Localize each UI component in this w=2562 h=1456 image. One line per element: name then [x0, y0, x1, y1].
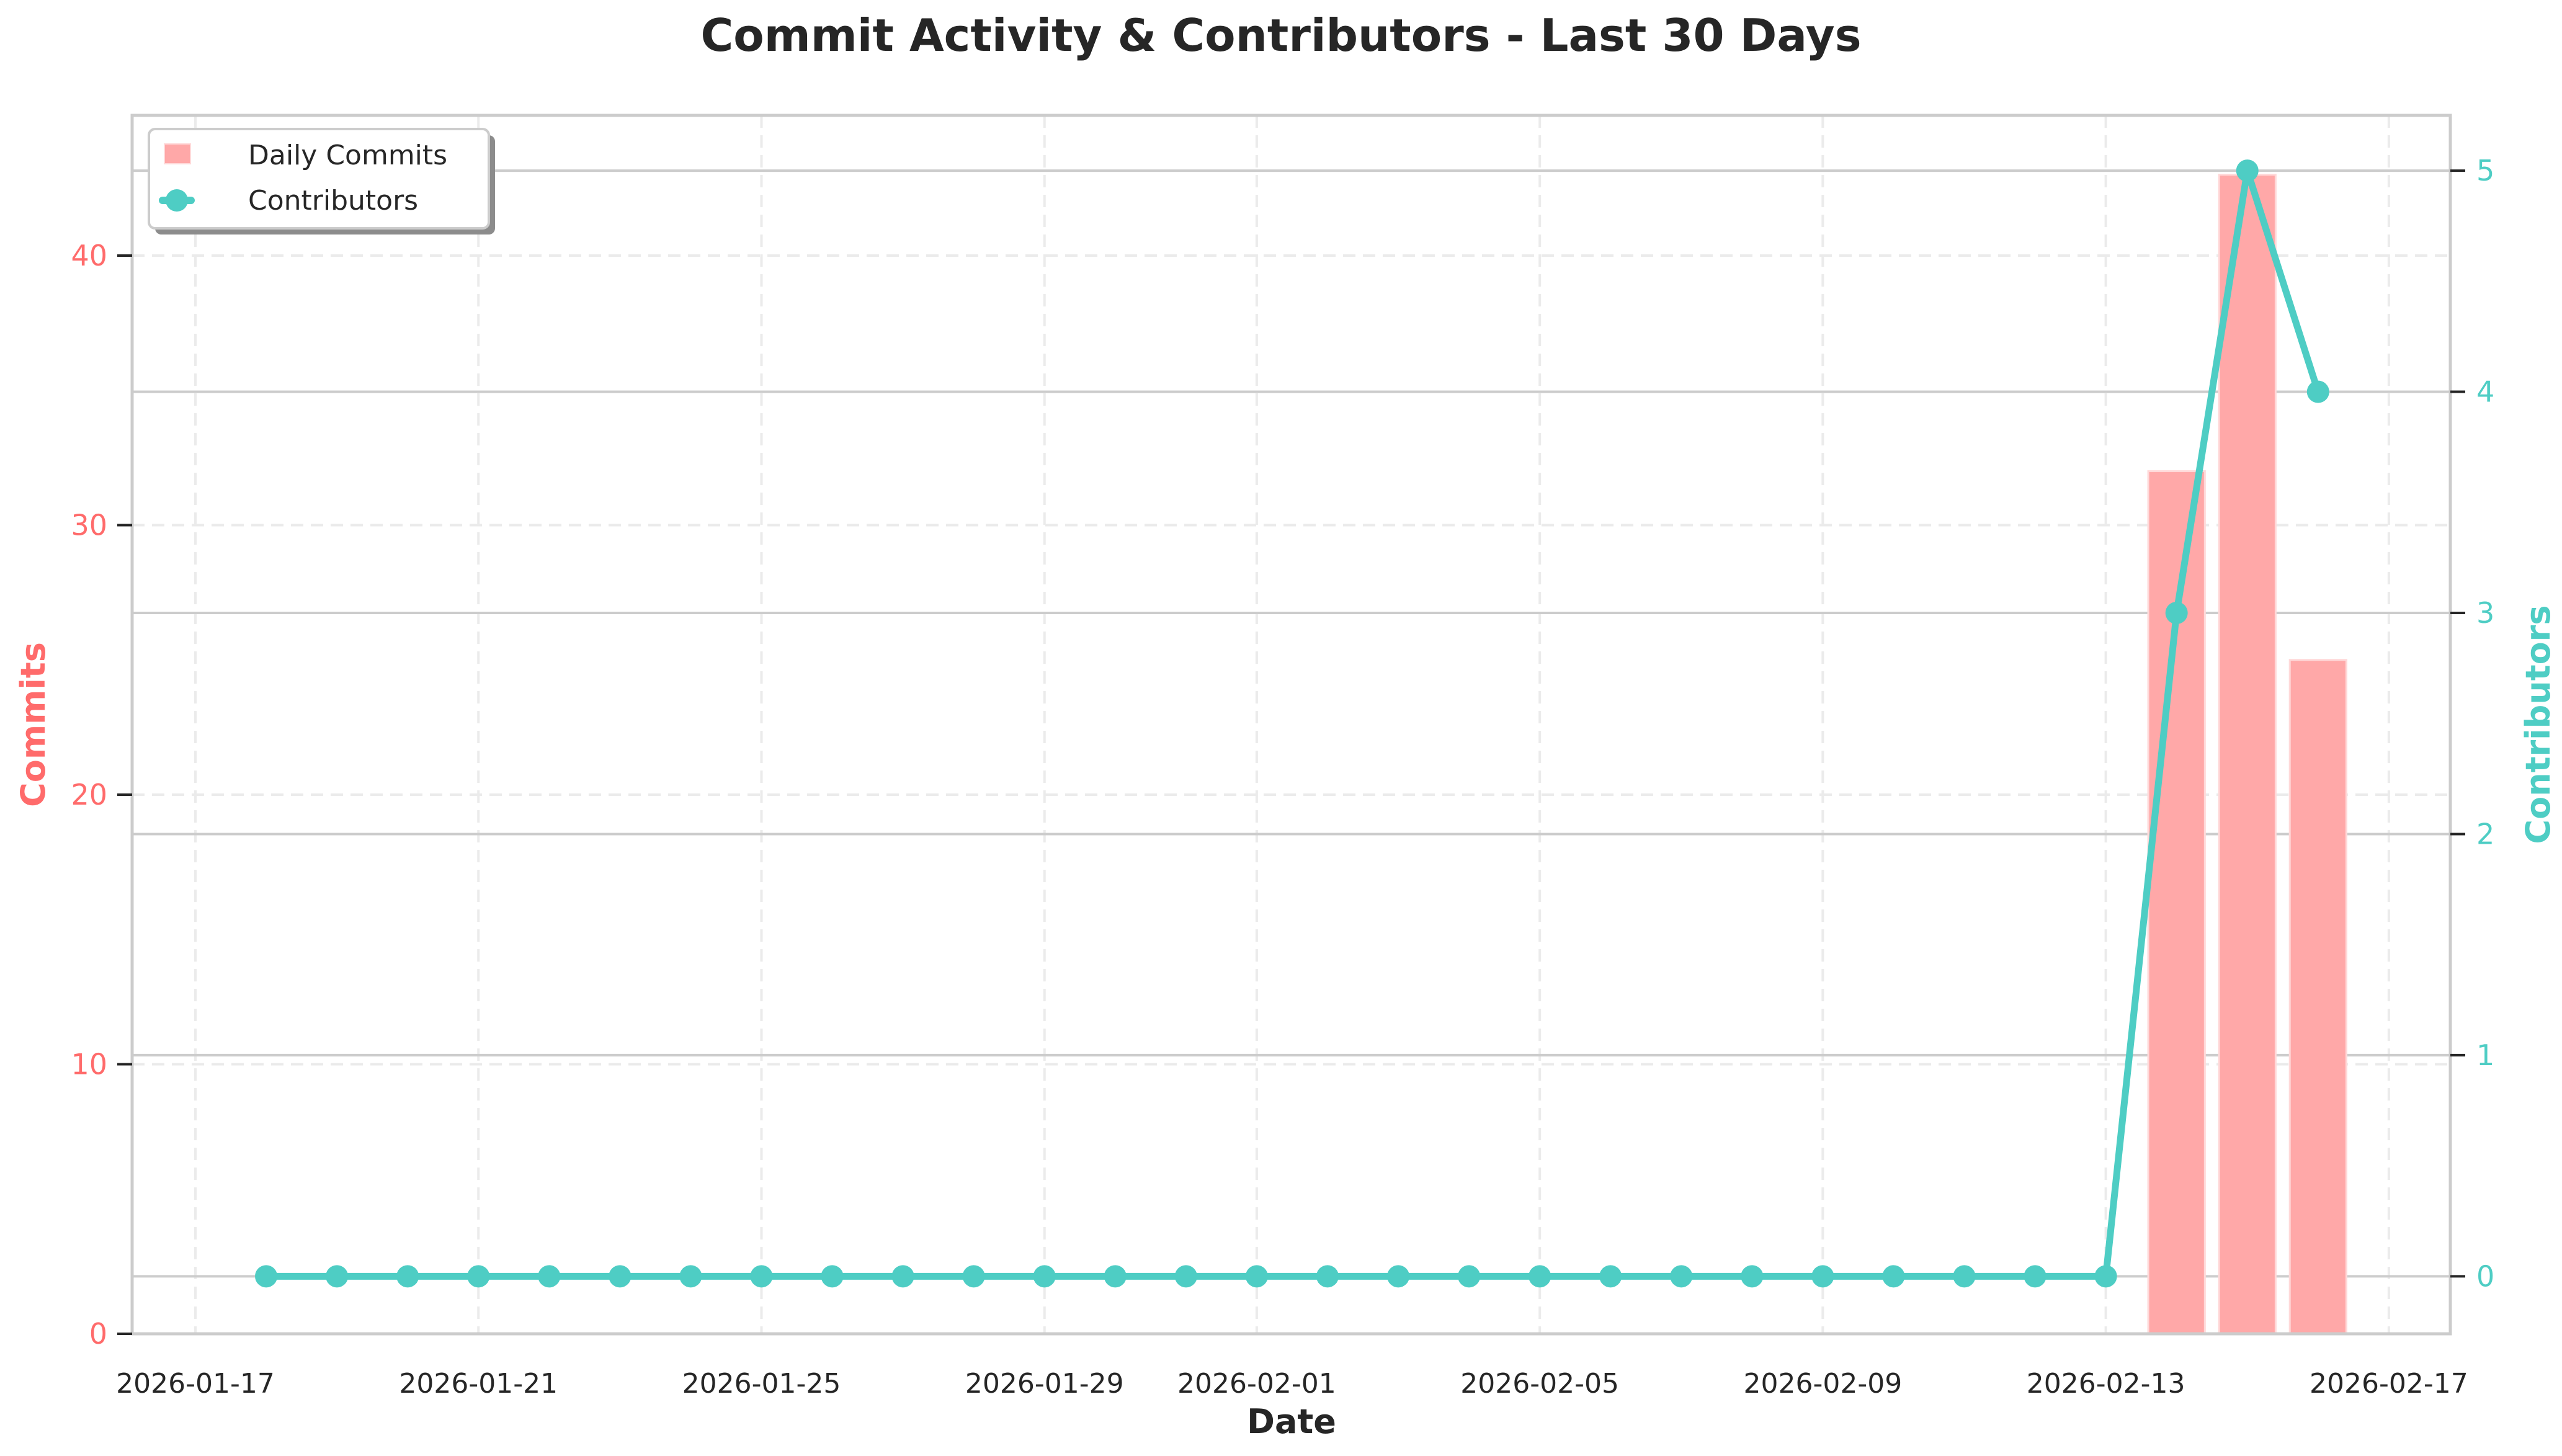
contributors-marker	[1670, 1265, 1693, 1288]
x-tick-label: 2026-01-25	[682, 1368, 841, 1400]
y-left-tick-label: 40	[71, 239, 107, 272]
commit-bars	[2147, 174, 2347, 1335]
contributors-marker	[821, 1265, 844, 1288]
y-right-tick-label: 3	[2476, 596, 2494, 630]
grid-lines	[132, 115, 2450, 1335]
chart-title: Commit Activity & Contributors - Last 30…	[700, 9, 1861, 61]
y-left-tick-label: 10	[71, 1047, 107, 1081]
contributors-line	[255, 159, 2329, 1288]
contributors-marker	[2024, 1265, 2046, 1288]
contributors-marker	[609, 1265, 632, 1288]
contributors-marker	[326, 1265, 349, 1288]
contributors-marker	[2094, 1265, 2117, 1288]
contributors-marker	[1033, 1265, 1056, 1288]
y-right-tick-label: 5	[2476, 154, 2494, 187]
y-left-tick-label: 20	[71, 778, 107, 811]
x-tick-label: 2026-01-21	[399, 1368, 558, 1400]
x-tick-label: 2026-02-17	[2310, 1368, 2468, 1400]
legend-marker-contributors	[166, 189, 188, 212]
contributors-marker	[396, 1265, 419, 1288]
right-y-axis-label: Contributors	[2519, 605, 2558, 844]
y-left-tick-label: 30	[71, 508, 107, 542]
contributors-marker	[1599, 1265, 1622, 1288]
commit-bar	[2218, 174, 2277, 1335]
legend-box	[148, 128, 490, 230]
contributors-marker	[1458, 1265, 1481, 1288]
legend-swatch-commits	[164, 143, 191, 164]
contributors-marker	[538, 1265, 561, 1288]
contributors-marker	[1245, 1265, 1268, 1288]
contributors-polyline	[266, 167, 2322, 1280]
x-axis-ticks: 2026-01-17 2026-01-21 2026-01-25 2026-01-29…	[116, 1368, 2468, 1400]
contributors-marker	[1387, 1265, 1410, 1288]
y-right-tick-label: 0	[2476, 1259, 2494, 1293]
commit-bar	[2288, 659, 2347, 1335]
contributors-marker	[1741, 1265, 1764, 1288]
contributors-marker	[1811, 1265, 1834, 1288]
contributors-marker	[1882, 1265, 1905, 1288]
y-right-tick-label: 4	[2476, 375, 2494, 409]
contributors-marker	[1316, 1265, 1339, 1288]
plot-frame	[130, 114, 2452, 1336]
y-right-tick-label: 1	[2476, 1038, 2494, 1072]
x-tick-label: 2026-02-09	[1744, 1368, 1903, 1400]
contributors-marker	[1529, 1265, 1551, 1288]
x-tick-label: 2026-01-17	[116, 1368, 275, 1400]
contributors-marker	[679, 1265, 702, 1288]
contributors-marker	[255, 1265, 278, 1288]
left-y-axis-label: Commits	[14, 642, 53, 807]
contributors-marker	[2165, 601, 2188, 624]
contributors-marker	[891, 1265, 914, 1288]
right-y-axis-ticks: 0 1 2 3 4 5	[2450, 154, 2494, 1293]
contributors-marker	[1104, 1265, 1127, 1288]
x-axis-label: Date	[1247, 1402, 1336, 1441]
x-tick-label: 2026-02-01	[1177, 1368, 1336, 1400]
contributors-marker	[1953, 1265, 1976, 1288]
legend: Daily Commits Contributors	[148, 128, 495, 234]
contributors-marker	[2236, 159, 2259, 182]
x-tick-label: 2026-01-29	[965, 1368, 1124, 1400]
y-right-tick-label: 2	[2476, 817, 2494, 851]
left-y-axis-ticks: 0 10 20 30 40	[71, 239, 132, 1351]
contributors-marker	[750, 1265, 773, 1288]
contributors-marker	[962, 1265, 985, 1288]
y-left-tick-label: 0	[89, 1317, 107, 1351]
contributors-marker	[467, 1265, 490, 1288]
x-tick-label: 2026-02-05	[1460, 1368, 1619, 1400]
x-tick-label: 2026-02-13	[2027, 1368, 2185, 1400]
contributors-marker	[2306, 380, 2329, 403]
contributors-marker	[1174, 1265, 1197, 1288]
right-axis-grid-lines	[132, 169, 2450, 1278]
legend-label-commits: Daily Commits	[248, 140, 447, 171]
legend-label-contributors: Contributors	[248, 185, 418, 217]
